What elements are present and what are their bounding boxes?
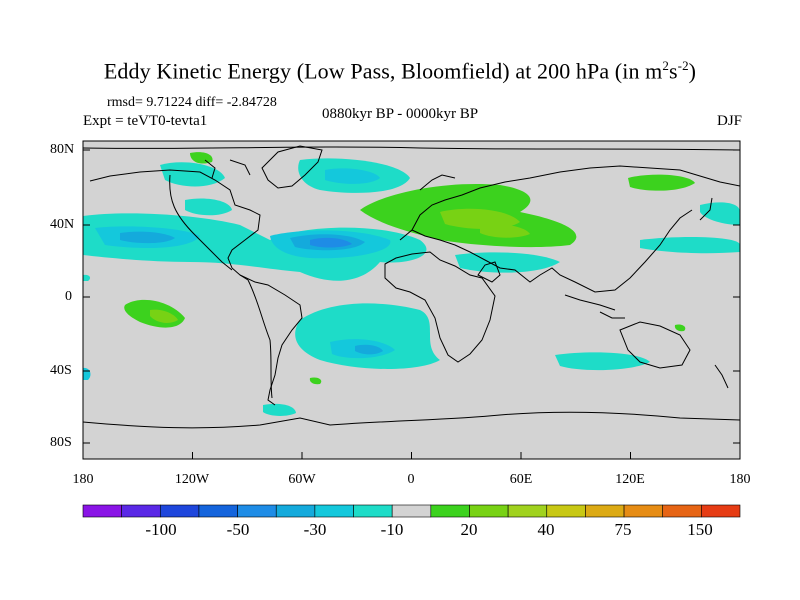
colorbar-label: 150 xyxy=(687,520,713,539)
colorbar-label: -10 xyxy=(380,520,404,539)
colorbar xyxy=(82,504,741,518)
coastline xyxy=(204,159,216,179)
anomaly-region xyxy=(480,224,530,238)
colorbar-swatch xyxy=(391,504,432,518)
anomaly-region xyxy=(325,168,380,184)
colorbar-swatch xyxy=(623,504,664,518)
colorbar-swatch xyxy=(430,504,470,518)
period-label: 0880kyr BP - 0000kyr BP xyxy=(321,106,479,122)
anomaly-region xyxy=(83,274,91,281)
lat-label-80n: 80N xyxy=(50,142,75,157)
coastline xyxy=(89,169,261,281)
anomaly-region xyxy=(310,237,352,248)
colorbar-swatch xyxy=(121,504,161,518)
rmsd-diff-stats: rmsd= 9.71224 diff= -2.84728 xyxy=(107,95,277,110)
anomaly-region xyxy=(640,237,740,254)
coastline xyxy=(169,174,233,271)
colorbar-label: 75 xyxy=(614,520,632,539)
coastline xyxy=(714,364,729,389)
anomaly-region xyxy=(309,377,322,385)
anomaly-region xyxy=(160,162,225,187)
coastline xyxy=(619,321,691,369)
coastline xyxy=(384,251,496,363)
lon-label-120w: 120W xyxy=(174,472,210,487)
anomaly-region xyxy=(295,303,440,369)
season-label: DJF xyxy=(716,113,742,129)
anomaly-region xyxy=(150,309,178,323)
lon-label-60e: 60E xyxy=(509,472,533,487)
colorbar-swatch xyxy=(159,504,200,518)
lon-label-60w: 60W xyxy=(288,472,316,487)
anomaly-region xyxy=(355,344,383,355)
coastline xyxy=(83,146,740,151)
coastline xyxy=(399,165,740,241)
anomaly-region xyxy=(263,403,296,416)
lon-label-0: 0 xyxy=(407,472,415,487)
coastline xyxy=(247,279,273,399)
colorbar-swatch xyxy=(701,504,741,518)
colorbar-swatch xyxy=(353,504,393,518)
colorbar-swatch xyxy=(662,504,702,518)
lat-label-0: 0 xyxy=(65,289,72,304)
lon-label-180e: 180 xyxy=(729,472,751,487)
anomaly-region xyxy=(190,152,213,164)
colorbar-swatch xyxy=(585,504,625,518)
colorbar-swatch xyxy=(198,504,238,518)
lat-label-40n: 40N xyxy=(50,217,75,232)
experiment-label: Expt = teVT0-tevta1 xyxy=(83,113,208,129)
colorbar-label: -50 xyxy=(226,520,250,539)
anomaly-region xyxy=(440,208,520,229)
coastline xyxy=(564,294,616,311)
colorbar-swatch xyxy=(507,504,548,518)
coastline xyxy=(261,145,323,189)
coastline xyxy=(239,274,303,406)
coastline xyxy=(83,411,740,429)
coastline xyxy=(411,209,693,293)
coastline xyxy=(599,311,625,319)
colorbar-swatch xyxy=(275,504,316,518)
colorbar-swatch xyxy=(546,504,586,518)
coastline xyxy=(477,261,501,283)
anomaly-region xyxy=(120,231,175,244)
colorbar-swatch xyxy=(237,504,277,518)
colorbar-swatch xyxy=(314,504,354,518)
colorbar-swatch xyxy=(469,504,509,518)
colorbar-label: 20 xyxy=(460,520,478,539)
lat-label-80s: 80S xyxy=(50,435,72,450)
coastline xyxy=(229,159,251,176)
anomaly-region xyxy=(555,352,650,371)
colorbar-label: -30 xyxy=(303,520,327,539)
map-ticks xyxy=(82,149,741,459)
colorbar-swatch xyxy=(82,504,122,518)
anomaly-region xyxy=(674,324,686,332)
colorbar-label: 40 xyxy=(537,520,555,539)
colorbar-label: -100 xyxy=(145,520,177,539)
plot-title: Eddy Kinetic Energy (Low Pass, Bloomfiel… xyxy=(103,58,697,84)
lon-label-120e: 120E xyxy=(615,472,645,487)
coastlines xyxy=(83,145,740,429)
anomaly-region xyxy=(628,174,695,191)
lat-label-40s: 40S xyxy=(50,363,72,378)
anomaly-region xyxy=(185,198,232,216)
coastline xyxy=(419,174,456,191)
lon-label-180w: 180 xyxy=(72,472,94,487)
coastline xyxy=(699,197,713,221)
